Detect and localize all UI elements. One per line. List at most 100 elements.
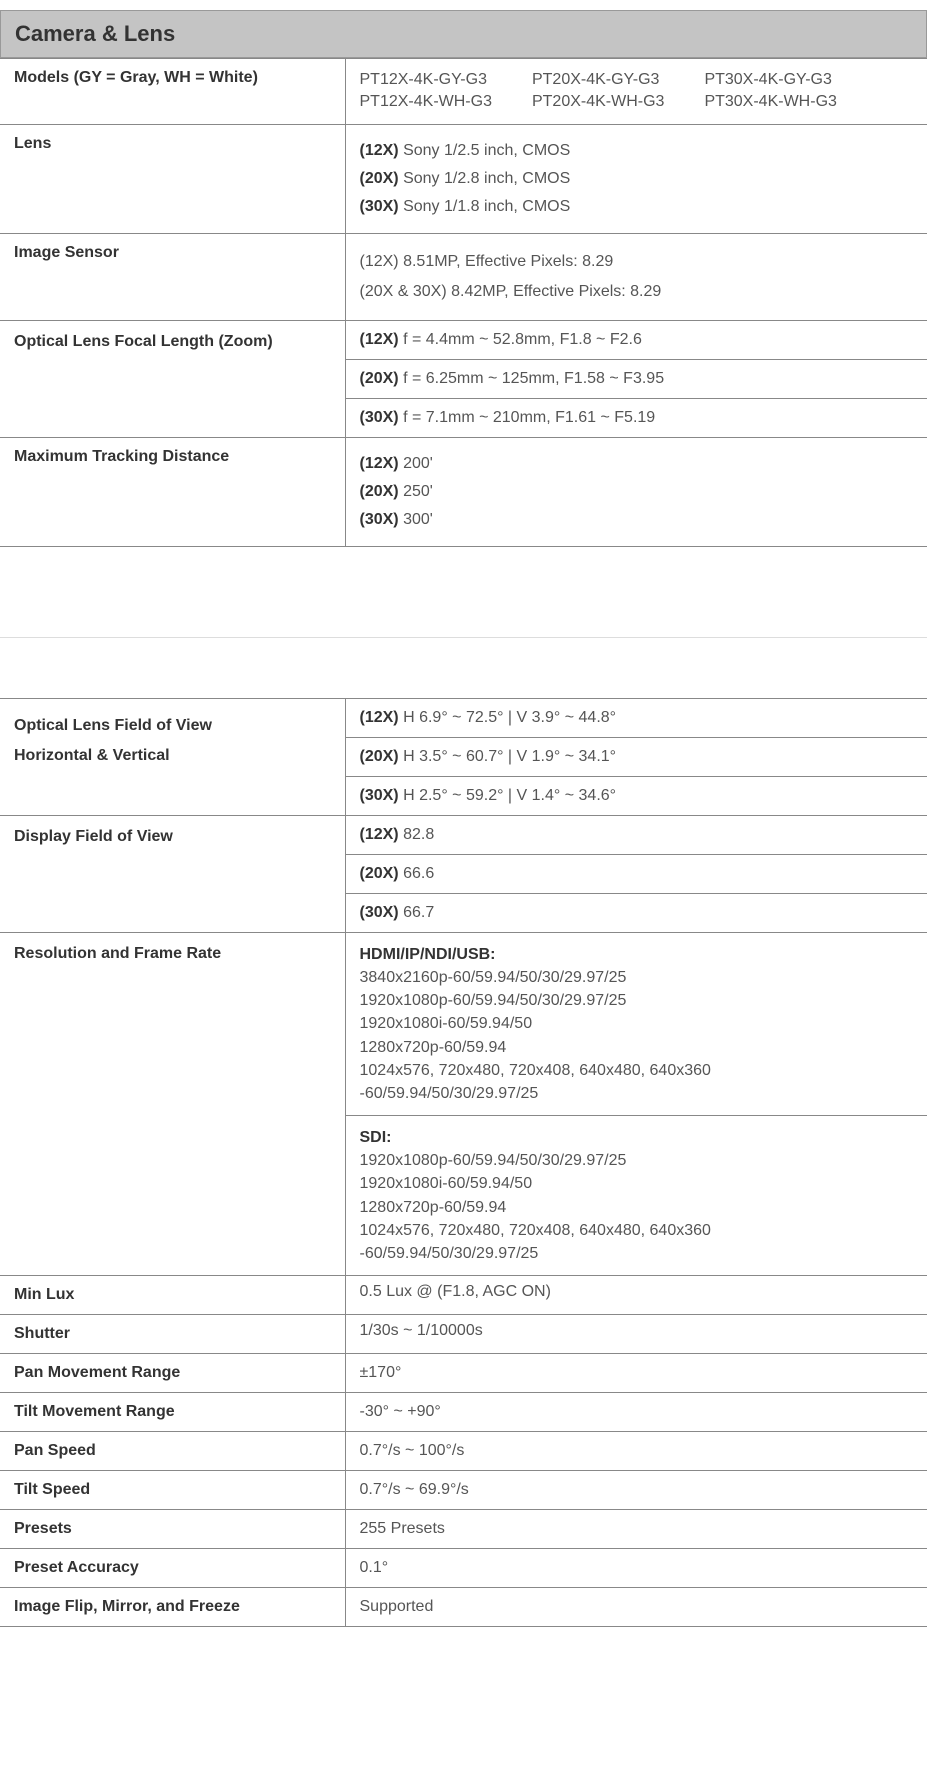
res-line: -60/59.94/50/30/29.97/25 [360, 1082, 914, 1105]
res-line: -60/59.94/50/30/29.97/25 [360, 1242, 914, 1265]
table-row: Display Field of View (12X) 82.8 [0, 815, 927, 854]
table-row: Shutter 1/30s ~ 1/10000s [0, 1315, 927, 1354]
row-value-tiltspeed: 0.7°/s ~ 69.9°/s [345, 1471, 927, 1510]
row-label-fov: Optical Lens Field of View Horizontal & … [0, 698, 345, 815]
row-label-tiltspeed: Tilt Speed [0, 1471, 345, 1510]
row-value-fov-12x: (12X) H 6.9° ~ 72.5° | V 3.9° ~ 44.8° [345, 698, 927, 737]
spec-prefix: (12X) [360, 455, 399, 472]
model-id: PT12X-4K-GY-G3 [360, 69, 492, 91]
row-label-track: Maximum Tracking Distance [0, 437, 345, 546]
row-value-presetacc: 0.1° [345, 1549, 927, 1588]
row-value-minlux: 0.5 Lux @ (F1.8, AGC ON) [345, 1276, 927, 1315]
row-label-presetacc: Preset Accuracy [0, 1549, 345, 1588]
row-label-dfov: Display Field of View [0, 815, 345, 932]
row-label-panspeed: Pan Speed [0, 1432, 345, 1471]
spec-table-2: Optical Lens Field of View Horizontal & … [0, 698, 927, 1627]
row-value-dfov-30x: (30X) 66.7 [345, 893, 927, 932]
spec-prefix: (30X) [360, 511, 399, 528]
res-line: 1024x576, 720x480, 720x408, 640x480, 640… [360, 1059, 914, 1082]
spec-text: f = 7.1mm ~ 210mm, F1.61 ~ F5.19 [399, 409, 656, 426]
model-id: PT20X-4K-WH-G3 [532, 91, 664, 113]
spec-table-1: Models (GY = Gray, WH = White) PT12X-4K-… [0, 58, 927, 547]
spec-text: f = 4.4mm ~ 52.8mm, F1.8 ~ F2.6 [399, 331, 642, 348]
table-row: Min Lux 0.5 Lux @ (F1.8, AGC ON) [0, 1276, 927, 1315]
row-label-pan: Pan Movement Range [0, 1354, 345, 1393]
spec-prefix: (30X) [360, 198, 399, 215]
spec-text: 200' [399, 455, 433, 472]
spec-prefix: (12X) [360, 709, 399, 726]
res-line: 3840x2160p-60/59.94/50/30/29.97/25 [360, 966, 914, 989]
row-label-sensor: Image Sensor [0, 233, 345, 320]
spec-prefix: (20X) [360, 748, 399, 765]
row-value-focal-12x: (12X) f = 4.4mm ~ 52.8mm, F1.8 ~ F2.6 [345, 320, 927, 359]
table-row: Pan Movement Range ±170° [0, 1354, 927, 1393]
row-value-tilt: -30° ~ +90° [345, 1393, 927, 1432]
table-row: Resolution and Frame Rate HDMI/IP/NDI/US… [0, 932, 927, 1115]
row-label-presets: Presets [0, 1510, 345, 1549]
spec-text: Sony 1/2.5 inch, CMOS [399, 142, 571, 159]
table-row: Tilt Speed 0.7°/s ~ 69.9°/s [0, 1471, 927, 1510]
table-row: Pan Speed 0.7°/s ~ 100°/s [0, 1432, 927, 1471]
table-row: Preset Accuracy 0.1° [0, 1549, 927, 1588]
spec-prefix: (20X) [360, 483, 399, 500]
row-label-tilt: Tilt Movement Range [0, 1393, 345, 1432]
label-line: Optical Lens Field of View [14, 711, 331, 741]
spec-prefix: (20X) [360, 865, 399, 882]
row-value-flip: Supported [345, 1588, 927, 1627]
spec-prefix: (30X) [360, 904, 399, 921]
model-id: PT12X-4K-WH-G3 [360, 91, 492, 113]
row-label-models: Models (GY = Gray, WH = White) [0, 59, 345, 125]
spec-text: 66.7 [399, 904, 435, 921]
res-line: 1280x720p-60/59.94 [360, 1036, 914, 1059]
row-value-pan: ±170° [345, 1354, 927, 1393]
row-label-shutter: Shutter [0, 1315, 345, 1354]
res-header: HDMI/IP/NDI/USB: [360, 943, 914, 966]
row-value-fov-30x: (30X) H 2.5° ~ 59.2° | V 1.4° ~ 34.6° [345, 776, 927, 815]
spec-text: H 2.5° ~ 59.2° | V 1.4° ~ 34.6° [399, 787, 616, 804]
row-value-track: (12X) 200' (20X) 250' (30X) 300' [345, 437, 927, 546]
spec-text: 250' [399, 483, 433, 500]
table-row: Optical Lens Focal Length (Zoom) (12X) f… [0, 320, 927, 359]
table-row: Image Sensor (12X) 8.51MP, Effective Pix… [0, 233, 927, 320]
row-value-fov-20x: (20X) H 3.5° ~ 60.7° | V 1.9° ~ 34.1° [345, 737, 927, 776]
table-row: Image Flip, Mirror, and Freeze Supported [0, 1588, 927, 1627]
section-title: Camera & Lens [0, 10, 927, 58]
spec-text: Sony 1/1.8 inch, CMOS [399, 198, 571, 215]
spec-text: 66.6 [399, 865, 435, 882]
spec-prefix: (30X) [360, 409, 399, 426]
row-value-res-hdmi: HDMI/IP/NDI/USB: 3840x2160p-60/59.94/50/… [345, 932, 927, 1115]
row-value-shutter: 1/30s ~ 1/10000s [345, 1315, 927, 1354]
spec-prefix: (12X) [360, 142, 399, 159]
row-value-sensor: (12X) 8.51MP, Effective Pixels: 8.29 (20… [345, 233, 927, 320]
table-row: Presets 255 Presets [0, 1510, 927, 1549]
spec-prefix: (30X) [360, 787, 399, 804]
spec-text: (20X & 30X) 8.42MP, Effective Pixels: 8.… [360, 280, 914, 304]
spec-prefix: (20X) [360, 170, 399, 187]
row-value-panspeed: 0.7°/s ~ 100°/s [345, 1432, 927, 1471]
model-id: PT30X-4K-WH-G3 [704, 91, 836, 113]
row-label-res: Resolution and Frame Rate [0, 932, 345, 1275]
spec-text: f = 6.25mm ~ 125mm, F1.58 ~ F3.95 [399, 370, 664, 387]
table-row: Optical Lens Field of View Horizontal & … [0, 698, 927, 737]
spec-prefix: (12X) [360, 826, 399, 843]
res-line: 1920x1080p-60/59.94/50/30/29.97/25 [360, 1149, 914, 1172]
spec-text: H 3.5° ~ 60.7° | V 1.9° ~ 34.1° [399, 748, 616, 765]
row-value-res-sdi: SDI: 1920x1080p-60/59.94/50/30/29.97/25 … [345, 1116, 927, 1276]
table-row: Models (GY = Gray, WH = White) PT12X-4K-… [0, 59, 927, 125]
table-row: Tilt Movement Range -30° ~ +90° [0, 1393, 927, 1432]
spec-text: 82.8 [399, 826, 435, 843]
spec-text: Sony 1/2.8 inch, CMOS [399, 170, 571, 187]
model-id: PT20X-4K-GY-G3 [532, 69, 664, 91]
res-line: 1920x1080i-60/59.94/50 [360, 1172, 914, 1195]
spec-prefix: (20X) [360, 370, 399, 387]
row-value-lens: (12X) Sony 1/2.5 inch, CMOS (20X) Sony 1… [345, 124, 927, 233]
res-line: 1920x1080p-60/59.94/50/30/29.97/25 [360, 989, 914, 1012]
res-header: SDI: [360, 1126, 914, 1149]
section-divider [0, 637, 927, 638]
row-value-presets: 255 Presets [345, 1510, 927, 1549]
res-line: 1024x576, 720x480, 720x408, 640x480, 640… [360, 1219, 914, 1242]
res-line: 1920x1080i-60/59.94/50 [360, 1012, 914, 1035]
row-label-flip: Image Flip, Mirror, and Freeze [0, 1588, 345, 1627]
row-value-focal-20x: (20X) f = 6.25mm ~ 125mm, F1.58 ~ F3.95 [345, 359, 927, 398]
row-value-dfov-20x: (20X) 66.6 [345, 854, 927, 893]
